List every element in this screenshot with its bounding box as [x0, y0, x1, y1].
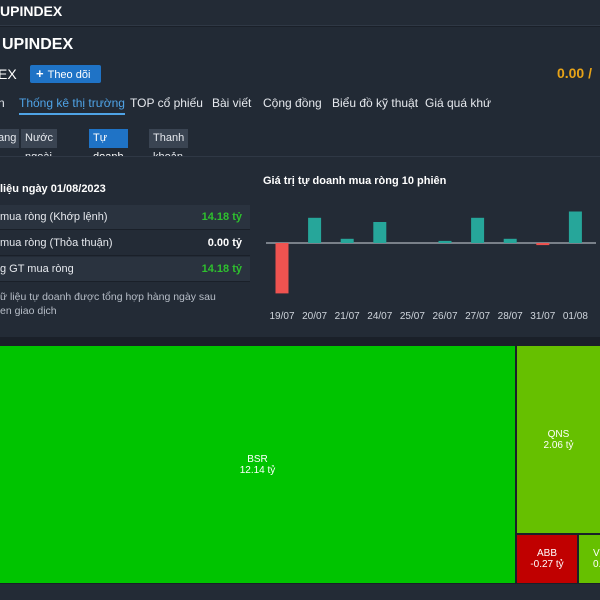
- treemap-cell-name: BSR: [247, 453, 268, 465]
- summary-row-value: 0.00 tỷ: [207, 237, 242, 249]
- chart-tick-label: 26/07: [432, 311, 457, 322]
- chart-tick-label: 19/07: [269, 311, 294, 322]
- subtab-foreign[interactable]: Nước ngoài: [21, 129, 58, 163]
- chart-bar[interactable]: [373, 222, 387, 243]
- tab-market-statistics[interactable]: Thống kê thị trường: [19, 96, 125, 115]
- bottom-bar: [0, 584, 600, 600]
- treemap-cell-name: QNS: [547, 428, 570, 440]
- tab-articles[interactable]: Bài viết: [212, 96, 252, 110]
- chart-bar[interactable]: [471, 217, 485, 243]
- page-title: UPINDEX: [2, 36, 74, 53]
- summary-row: mua ròng (Khớp lệnh) 14.18 tỷ: [0, 205, 250, 230]
- treemap-cell[interactable]: V 0.: [579, 535, 600, 583]
- chart-bar[interactable]: [275, 243, 289, 294]
- chart-tick-label: 25/07: [400, 311, 425, 322]
- index-code: EX: [0, 66, 17, 82]
- treemap-cell[interactable]: ABB -0.27 tỷ: [517, 535, 577, 583]
- top-bar: UPINDEX: [0, 0, 600, 26]
- tab-overview[interactable]: n: [0, 96, 5, 110]
- treemap-cell[interactable]: QNS 2.06 tỷ: [517, 346, 600, 533]
- chart-tick-label: 21/07: [335, 311, 360, 322]
- chart-tick-label: 28/07: [498, 311, 523, 322]
- treemap-cell-value: 0.: [593, 559, 600, 570]
- treemap-cell-value: 2.06 tỷ: [543, 439, 574, 451]
- summary-row-label: g GT mua ròng: [0, 263, 74, 275]
- chart-tick-label: 31/07: [530, 311, 555, 322]
- summary-row-value: 14.18 tỷ: [201, 263, 242, 275]
- net-buy-bar-chart: 19/07 20/07 21/07 24/07 25/07 26/07 27/07 28/07…: [266, 211, 596, 322]
- chart-tick-label: 01/08: [563, 311, 588, 322]
- tab-community[interactable]: Cộng đồng: [263, 96, 322, 110]
- treemap-cell-value: -0.27 tỷ: [530, 559, 564, 570]
- treemap: BSR 12.14 tỷ QNS 2.06 tỷ ABB -0.27 tỷ V …: [0, 346, 600, 583]
- tab-top-stocks[interactable]: TOP cổ phiếu: [130, 96, 203, 110]
- data-note-line: ữ liệu tự doanh được tổng hợp hàng ngày …: [0, 291, 216, 303]
- subtab-liquidity[interactable]: Thanh khoản: [149, 129, 189, 163]
- subtab-price[interactable]: ang: [0, 129, 19, 148]
- chart-tick-label: 24/07: [367, 311, 392, 322]
- subtab-proprietary[interactable]: Tự doanh: [89, 129, 128, 163]
- chart-tick-label: 27/07: [465, 311, 490, 322]
- summary-row-label: mua ròng (Thỏa thuận): [0, 237, 113, 249]
- stock-header: UPINDEX EX + Theo dõi 0.00 / n Thống kê t…: [0, 27, 600, 163]
- treemap-cell-name: V: [593, 548, 600, 559]
- summary-row-label: mua ròng (Khớp lệnh): [0, 211, 108, 223]
- data-note: ữ liệu tự doanh được tổng hợp hàng ngày …: [0, 290, 250, 318]
- treemap-cell-value: 12.14 tỷ: [239, 464, 276, 476]
- summary-row: mua ròng (Thỏa thuận) 0.00 tỷ: [0, 231, 250, 256]
- divider: [0, 156, 600, 157]
- tab-price-history[interactable]: Giá quá khứ: [425, 96, 492, 110]
- chart-bar[interactable]: [308, 217, 322, 243]
- proprietary-panel: liệu ngày 01/08/2023 mua ròng (Khớp lệnh…: [0, 157, 600, 337]
- chart-bar[interactable]: [340, 238, 354, 243]
- chart-tick-label: 20/07: [302, 311, 327, 322]
- plus-icon: +: [36, 66, 44, 81]
- summary-row-value: 14.18 tỷ: [201, 211, 242, 223]
- summary-title: liệu ngày 01/08/2023: [0, 183, 106, 195]
- follow-button-label: Theo dõi: [47, 69, 91, 81]
- chart-bar[interactable]: [536, 243, 550, 246]
- chart-title: Giá trị tự doanh mua ròng 10 phiên: [263, 175, 447, 187]
- chart-bar[interactable]: [438, 240, 452, 243]
- chart-bar[interactable]: [568, 211, 582, 244]
- top-bar-title: UPINDEX: [0, 3, 63, 19]
- tab-technical-chart[interactable]: Biểu đồ kỹ thuật: [332, 96, 419, 110]
- price-value: 0.00 /: [556, 65, 592, 81]
- data-note-line: en giao dịch: [0, 305, 57, 317]
- chart-bar[interactable]: [503, 238, 517, 243]
- treemap-cell-name: ABB: [536, 548, 557, 559]
- treemap-cell[interactable]: BSR 12.14 tỷ: [0, 346, 515, 583]
- summary-row: g GT mua ròng 14.18 tỷ: [0, 257, 250, 282]
- follow-button[interactable]: + Theo dõi: [30, 65, 101, 83]
